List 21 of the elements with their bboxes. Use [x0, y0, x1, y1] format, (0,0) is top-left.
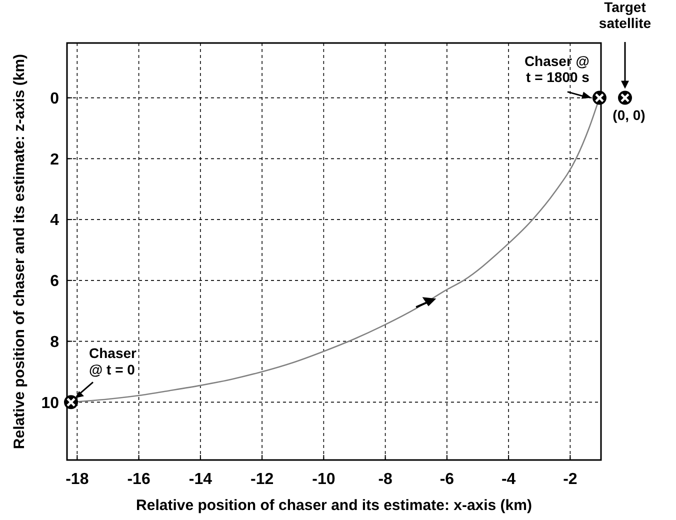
- x-tick-label: -14: [188, 471, 212, 488]
- x-tick-label: -16: [127, 471, 150, 488]
- x-tick-label: -10: [312, 471, 336, 488]
- x-tick-label: -18: [66, 471, 89, 488]
- x-tick-label: -12: [250, 471, 274, 488]
- x-tick-label: -6: [440, 471, 454, 488]
- y-tick-label: 8: [50, 334, 60, 351]
- annotation: Chaser @ t = 1800 s: [524, 52, 590, 85]
- y-tick-label: 10: [41, 394, 60, 412]
- x-axis-title: Relative position of chaser and its estimate: x-axis (km): [136, 497, 532, 514]
- annotation: Chaser @ t = 0: [89, 345, 138, 378]
- x-tick-label: -2: [563, 471, 578, 488]
- x-tick-label: -4: [501, 471, 516, 488]
- y-tick-label: 6: [50, 273, 60, 290]
- y-tick-label: 4: [50, 212, 60, 230]
- y-tick-label: 2: [50, 151, 60, 168]
- x-tick-label: -8: [378, 471, 393, 488]
- y-axis-title: Relative position of chaser and its estimate: z-axis (km): [11, 54, 28, 450]
- y-tick-label: 0: [50, 90, 60, 108]
- text: (0, 0): [612, 106, 646, 123]
- text: Target satellite: [598, 0, 652, 32]
